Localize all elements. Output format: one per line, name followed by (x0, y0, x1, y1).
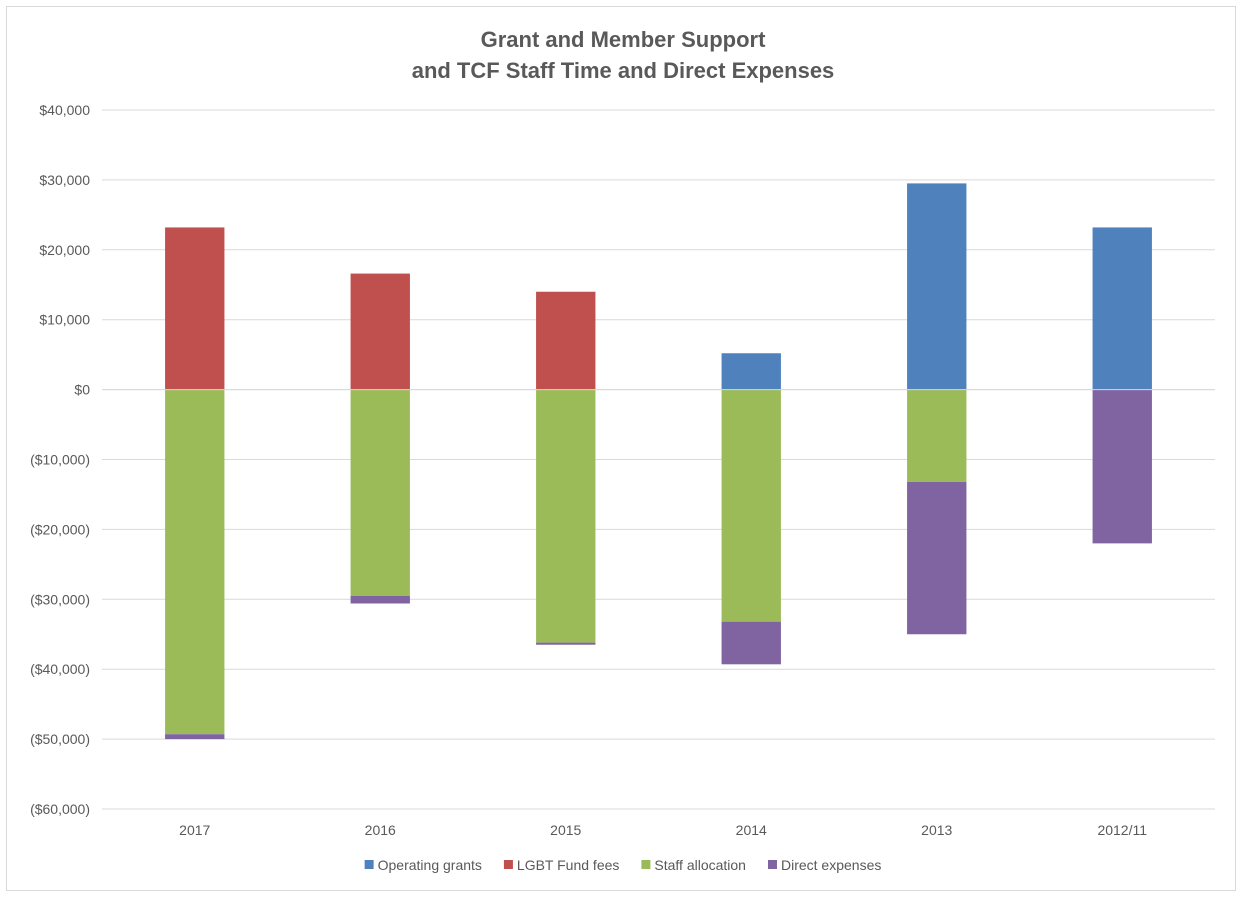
bar-lgbt-fund-fees-2016 (350, 273, 410, 390)
y-tick-label: ($30,000) (30, 591, 90, 607)
legend-swatch (641, 860, 651, 869)
x-tick-label: 2017 (179, 822, 210, 838)
bar-lgbt-fund-fees-2017 (165, 227, 225, 390)
y-tick-label: $30,000 (39, 172, 90, 188)
chart-title-line-2: and TCF Staff Time and Direct Expenses (412, 58, 835, 83)
legend: Operating grants LGBT Fund fees Staff allo… (364, 857, 881, 873)
bar-direct-expenses-2012-11 (1092, 389, 1152, 544)
x-tick-label: 2015 (550, 822, 581, 838)
chart-title-line-1: Grant and Member Support (481, 27, 766, 52)
y-tick-label: $10,000 (39, 312, 90, 328)
x-axis-ticks: 2017 2016 2015 2014 2013 2012/11 (179, 822, 1147, 838)
gridlines (102, 109, 1215, 810)
y-tick-label: ($40,000) (30, 661, 90, 677)
bar-direct-expenses-2014 (721, 621, 781, 665)
bar-operating-grants-2013 (907, 183, 967, 390)
legend-label: Staff allocation (654, 857, 746, 873)
bar-staff-allocation-2017 (165, 389, 225, 735)
bar-operating-grants-2012-11 (1092, 227, 1152, 390)
y-tick-label: ($10,000) (30, 452, 90, 468)
legend-swatch (364, 860, 374, 869)
y-tick-label: $20,000 (39, 242, 90, 258)
y-tick-label: ($60,000) (30, 801, 90, 817)
legend-swatch (767, 860, 777, 869)
x-tick-label: 2016 (365, 822, 396, 838)
bar-operating-grants-2014 (721, 353, 781, 390)
legend-label: Operating grants (378, 857, 482, 873)
y-tick-label: ($50,000) (30, 731, 90, 747)
x-tick-label: 2013 (921, 822, 952, 838)
x-tick-label: 2014 (736, 822, 767, 838)
bar-direct-expenses-2016 (350, 595, 410, 604)
bar-staff-allocation-2014 (721, 389, 781, 622)
bars (102, 183, 1215, 740)
bar-direct-expenses-2017 (165, 734, 225, 740)
bar-direct-expenses-2015 (536, 642, 596, 645)
y-tick-label: $40,000 (39, 102, 90, 118)
y-tick-label: ($20,000) (30, 521, 90, 537)
bar-staff-allocation-2016 (350, 389, 410, 596)
legend-swatch (503, 860, 513, 869)
bar-staff-allocation-2015 (536, 389, 596, 643)
legend-label: LGBT Fund fees (517, 857, 619, 873)
y-tick-label: $0 (74, 382, 90, 398)
x-tick-label: 2012/11 (1097, 822, 1147, 838)
bar-direct-expenses-2013 (907, 481, 967, 635)
y-axis-ticks: $40,000 $30,000 $20,000 $10,000 $0 ($10,000) (… (30, 102, 90, 817)
bar-staff-allocation-2013 (907, 389, 967, 482)
legend-label: Direct expenses (781, 857, 881, 873)
bar-lgbt-fund-fees-2015 (536, 291, 596, 390)
